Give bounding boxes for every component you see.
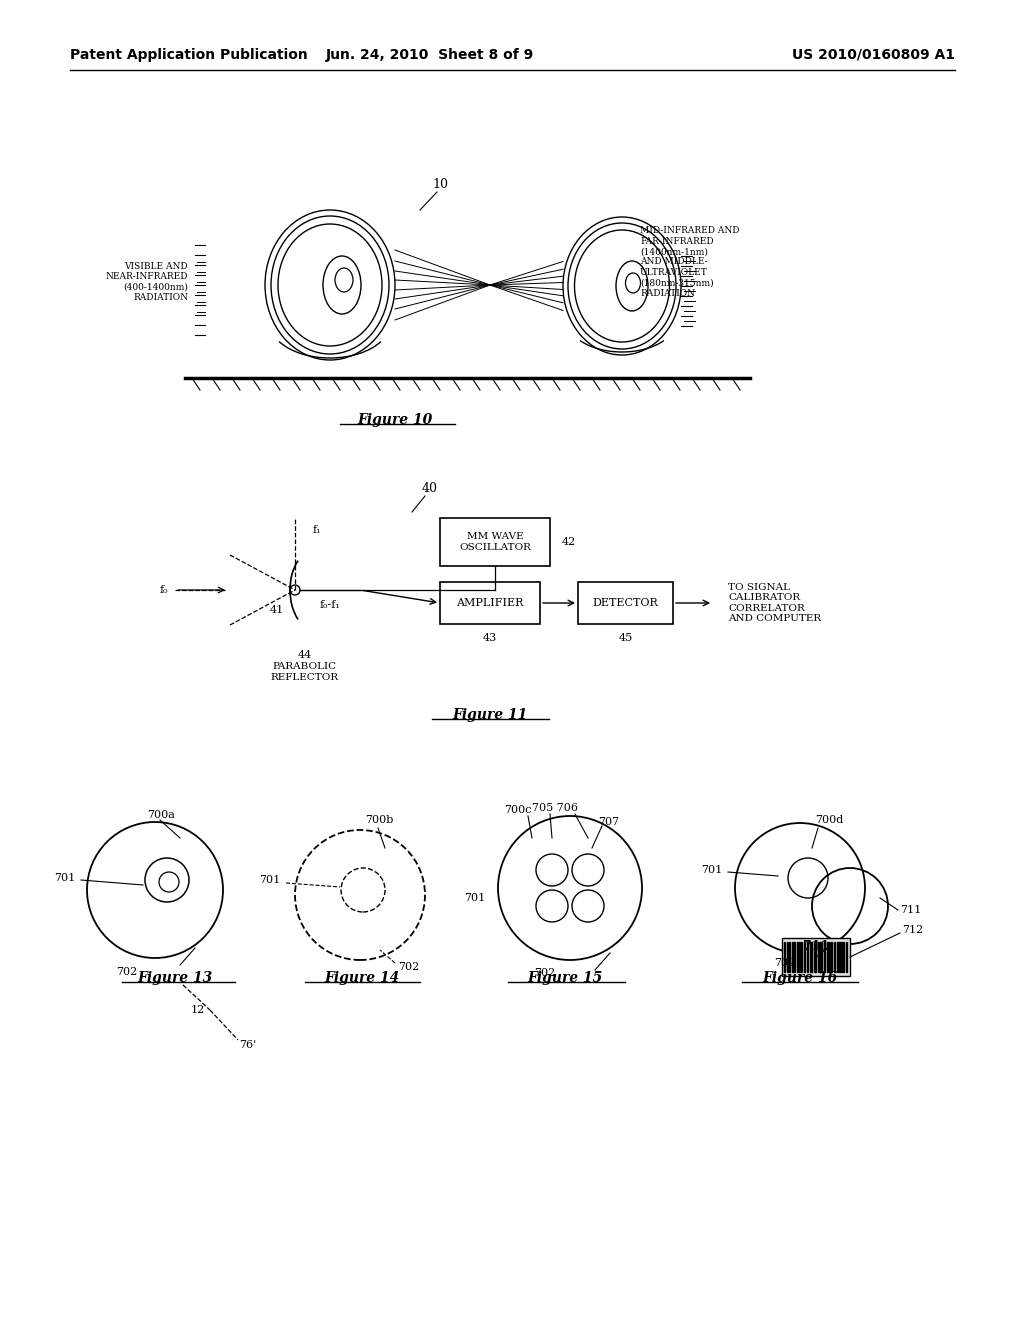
- Text: 702: 702: [398, 962, 419, 972]
- Bar: [820, 942, 822, 972]
- Text: 45: 45: [618, 634, 633, 643]
- Text: 707: 707: [598, 817, 620, 828]
- Text: 700b: 700b: [365, 814, 393, 825]
- Text: 700c: 700c: [505, 805, 532, 814]
- Text: 41: 41: [270, 605, 284, 615]
- Bar: [840, 942, 842, 972]
- Text: 10: 10: [432, 178, 449, 191]
- Text: Patent Application Publication: Patent Application Publication: [70, 48, 308, 62]
- Text: 701: 701: [53, 873, 75, 883]
- Text: 12: 12: [190, 1005, 205, 1015]
- Text: 701: 701: [464, 894, 485, 903]
- Text: 76': 76': [240, 1040, 257, 1049]
- Text: 705 706: 705 706: [532, 803, 578, 813]
- Text: US 2010/0160809 A1: US 2010/0160809 A1: [792, 48, 955, 62]
- Text: PARABOLIC
REFLECTOR: PARABOLIC REFLECTOR: [271, 663, 339, 681]
- Text: Figure 14: Figure 14: [325, 972, 399, 985]
- Bar: [810, 942, 812, 972]
- Text: 42: 42: [562, 537, 577, 546]
- Bar: [837, 942, 839, 972]
- Text: 712: 712: [902, 925, 924, 935]
- Text: 700d: 700d: [815, 814, 843, 825]
- Text: 702: 702: [117, 968, 137, 977]
- Text: 701: 701: [700, 865, 722, 875]
- Text: 43: 43: [483, 634, 497, 643]
- Text: 44: 44: [298, 649, 312, 660]
- Text: Figure 13: Figure 13: [137, 972, 213, 985]
- Text: Figure 16: Figure 16: [763, 972, 838, 985]
- Text: 711: 711: [900, 906, 922, 915]
- Text: Figure 10: Figure 10: [357, 413, 432, 426]
- Text: MM WAVE
OSCILLATOR: MM WAVE OSCILLATOR: [459, 532, 530, 552]
- Bar: [814, 942, 816, 972]
- FancyBboxPatch shape: [782, 939, 850, 975]
- Text: 700a: 700a: [147, 810, 175, 820]
- Text: f₀-f₁: f₀-f₁: [319, 601, 340, 610]
- Text: Figure 15: Figure 15: [527, 972, 603, 985]
- Text: MID-INFRARED AND
FAR-INFRARED
(1400nm-1nm)
AND MIDDLE-
ULTRAVIOLET
(180nm-315nm): MID-INFRARED AND FAR-INFRARED (1400nm-1n…: [640, 226, 739, 298]
- Text: f₀: f₀: [160, 585, 168, 595]
- Text: 40: 40: [422, 482, 438, 495]
- Text: DETECTOR: DETECTOR: [593, 598, 658, 609]
- Text: 711: 711: [803, 940, 829, 953]
- Text: Figure 11: Figure 11: [453, 708, 527, 722]
- Text: 702: 702: [535, 968, 556, 978]
- Text: 702: 702: [774, 958, 796, 968]
- Text: Jun. 24, 2010  Sheet 8 of 9: Jun. 24, 2010 Sheet 8 of 9: [326, 48, 535, 62]
- Text: TO SIGNAL
CALIBRATOR
CORRELATOR
AND COMPUTER: TO SIGNAL CALIBRATOR CORRELATOR AND COMP…: [728, 583, 821, 623]
- Text: VISIBLE AND
NEAR-INFRARED
(400-1400nm)
RADIATION: VISIBLE AND NEAR-INFRARED (400-1400nm) R…: [105, 261, 188, 302]
- Text: f₁: f₁: [313, 525, 322, 535]
- Text: 701: 701: [259, 875, 280, 884]
- Text: AMPLIFIER: AMPLIFIER: [457, 598, 523, 609]
